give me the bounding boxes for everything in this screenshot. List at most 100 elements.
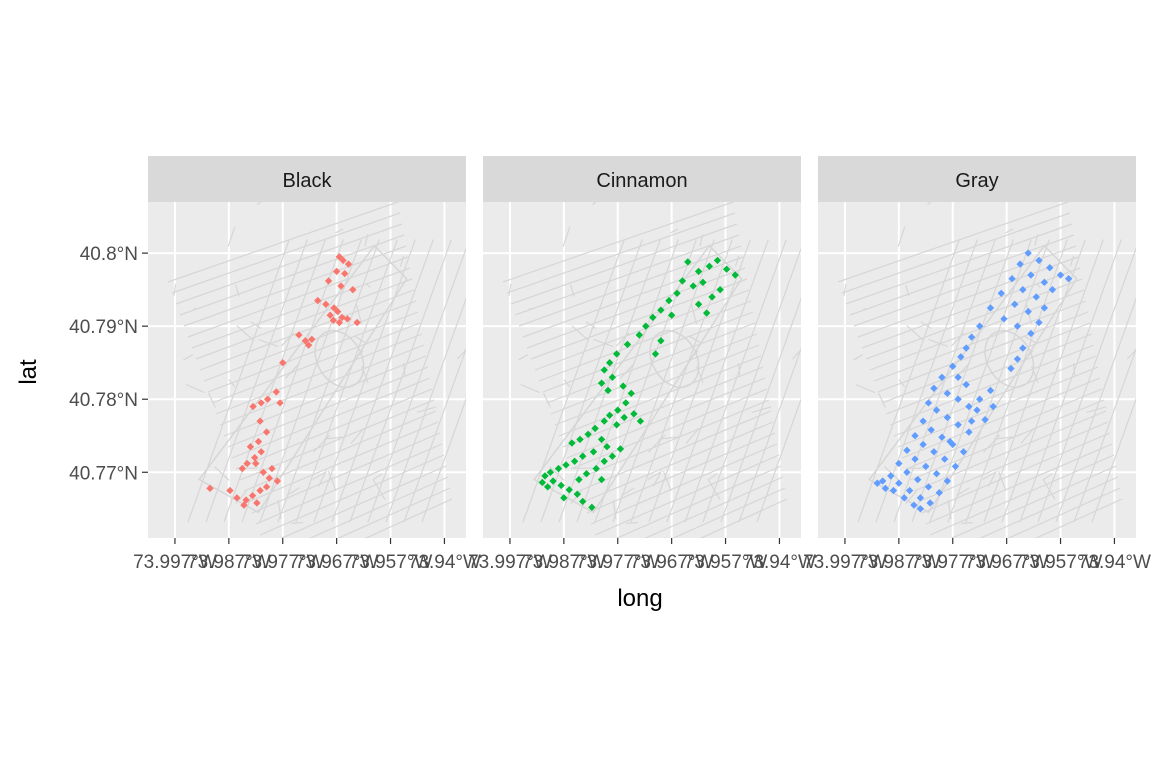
- data-point: [1007, 364, 1015, 373]
- basemap-street: [228, 379, 236, 388]
- basemap-street: [707, 479, 721, 500]
- data-point: [544, 483, 552, 491]
- data-point: [603, 443, 611, 451]
- data-point: [339, 256, 347, 265]
- data-point: [932, 470, 941, 478]
- x-tick-label: 73.967°W: [965, 552, 1049, 573]
- basemap-street: [554, 344, 760, 426]
- x-tick-label: 73.997°W: [468, 552, 552, 573]
- data-point: [694, 300, 703, 308]
- basemap: [502, 202, 801, 538]
- data-point: [256, 486, 264, 495]
- basemap-street: [950, 465, 1117, 538]
- basemap-street: [231, 377, 431, 459]
- y-axis: 40.8°N 40.79°N 40.78°N 40.77°N: [69, 244, 148, 484]
- data-point: [962, 344, 970, 352]
- y-tick-label: 40.77°N: [69, 463, 138, 484]
- basemap-street: [385, 297, 466, 523]
- data-point: [573, 490, 581, 498]
- data-point: [608, 373, 617, 381]
- data-point: [905, 486, 914, 495]
- data-point: [930, 384, 938, 392]
- data-point: [911, 455, 919, 463]
- data-point: [684, 258, 692, 266]
- basemap-street: [571, 325, 589, 342]
- basemap-street: [250, 321, 262, 329]
- basemap-street: [927, 202, 932, 206]
- data-point: [699, 278, 707, 287]
- data-point: [1040, 304, 1049, 312]
- basemap-street: [199, 289, 415, 371]
- basemap-street: [558, 355, 762, 437]
- data-point: [335, 318, 344, 327]
- basemap-street: [183, 245, 407, 327]
- basemap-street: [1072, 363, 1076, 378]
- basemap-street: [570, 388, 768, 470]
- basemap-street: [987, 470, 997, 487]
- basemap-street: [1073, 347, 1136, 523]
- basemap-street: [179, 234, 405, 316]
- data-point: [565, 486, 573, 494]
- data-point: [206, 484, 214, 493]
- basemap-street: [1035, 282, 1041, 288]
- data-point: [657, 306, 665, 314]
- basemap-street: [219, 344, 425, 426]
- data-point: [324, 277, 333, 285]
- data-point: [576, 435, 584, 444]
- data-point: [965, 428, 973, 436]
- y-tick-label: 40.79°N: [69, 317, 138, 338]
- basemap-street: [1001, 239, 1104, 523]
- data-point: [597, 379, 606, 387]
- basemap-street: [277, 500, 282, 520]
- basemap-street: [416, 406, 437, 413]
- basemap-street: [566, 377, 766, 459]
- data-point: [276, 399, 284, 407]
- basemap-street: [1020, 427, 1035, 444]
- basemap-street: [259, 454, 445, 536]
- x-tick-label: 73.987°W: [187, 552, 271, 573]
- data-point: [1008, 275, 1016, 283]
- y-tick-label: 40.8°N: [80, 244, 138, 265]
- basemap-street: [845, 223, 1073, 305]
- data-point: [568, 439, 576, 447]
- data-point: [592, 464, 600, 473]
- basemap-street: [647, 471, 661, 481]
- data-point: [597, 435, 606, 444]
- data-point: [1000, 315, 1008, 323]
- basemap-street: [312, 471, 326, 481]
- data-point: [879, 477, 887, 485]
- data-point: [959, 448, 968, 456]
- data-point: [612, 421, 621, 429]
- park-outline: [198, 244, 408, 514]
- data-point: [570, 457, 579, 465]
- point-series: [206, 253, 361, 509]
- basemap-street: [666, 239, 769, 523]
- basemap-street: [615, 465, 782, 538]
- basemap-street: [421, 397, 466, 523]
- basemap-street: [950, 332, 965, 347]
- basemap-street: [1019, 239, 1122, 523]
- data-point: [256, 417, 264, 425]
- data-point: [338, 313, 346, 322]
- basemap-street: [456, 348, 466, 360]
- data-point: [954, 421, 962, 429]
- basemap-street: [331, 239, 434, 523]
- basemap-street: [865, 278, 1083, 360]
- reservoir-outline: [314, 330, 365, 389]
- x-tick-label: 73.957°W: [684, 552, 768, 573]
- basemap-street: [195, 278, 413, 360]
- basemap-street: [961, 522, 974, 524]
- data-point: [605, 359, 614, 367]
- data-point: [962, 380, 970, 389]
- data-point: [986, 386, 995, 395]
- data-point: [257, 399, 265, 407]
- data-point: [965, 402, 973, 411]
- basemap-street: [187, 256, 409, 338]
- data-point: [257, 448, 265, 456]
- basemap-street: [175, 223, 403, 305]
- basemap-street: [514, 234, 740, 316]
- data-point: [253, 499, 261, 507]
- basemap-street: [920, 321, 932, 329]
- data-point: [881, 484, 890, 493]
- basemap-street: [550, 333, 758, 415]
